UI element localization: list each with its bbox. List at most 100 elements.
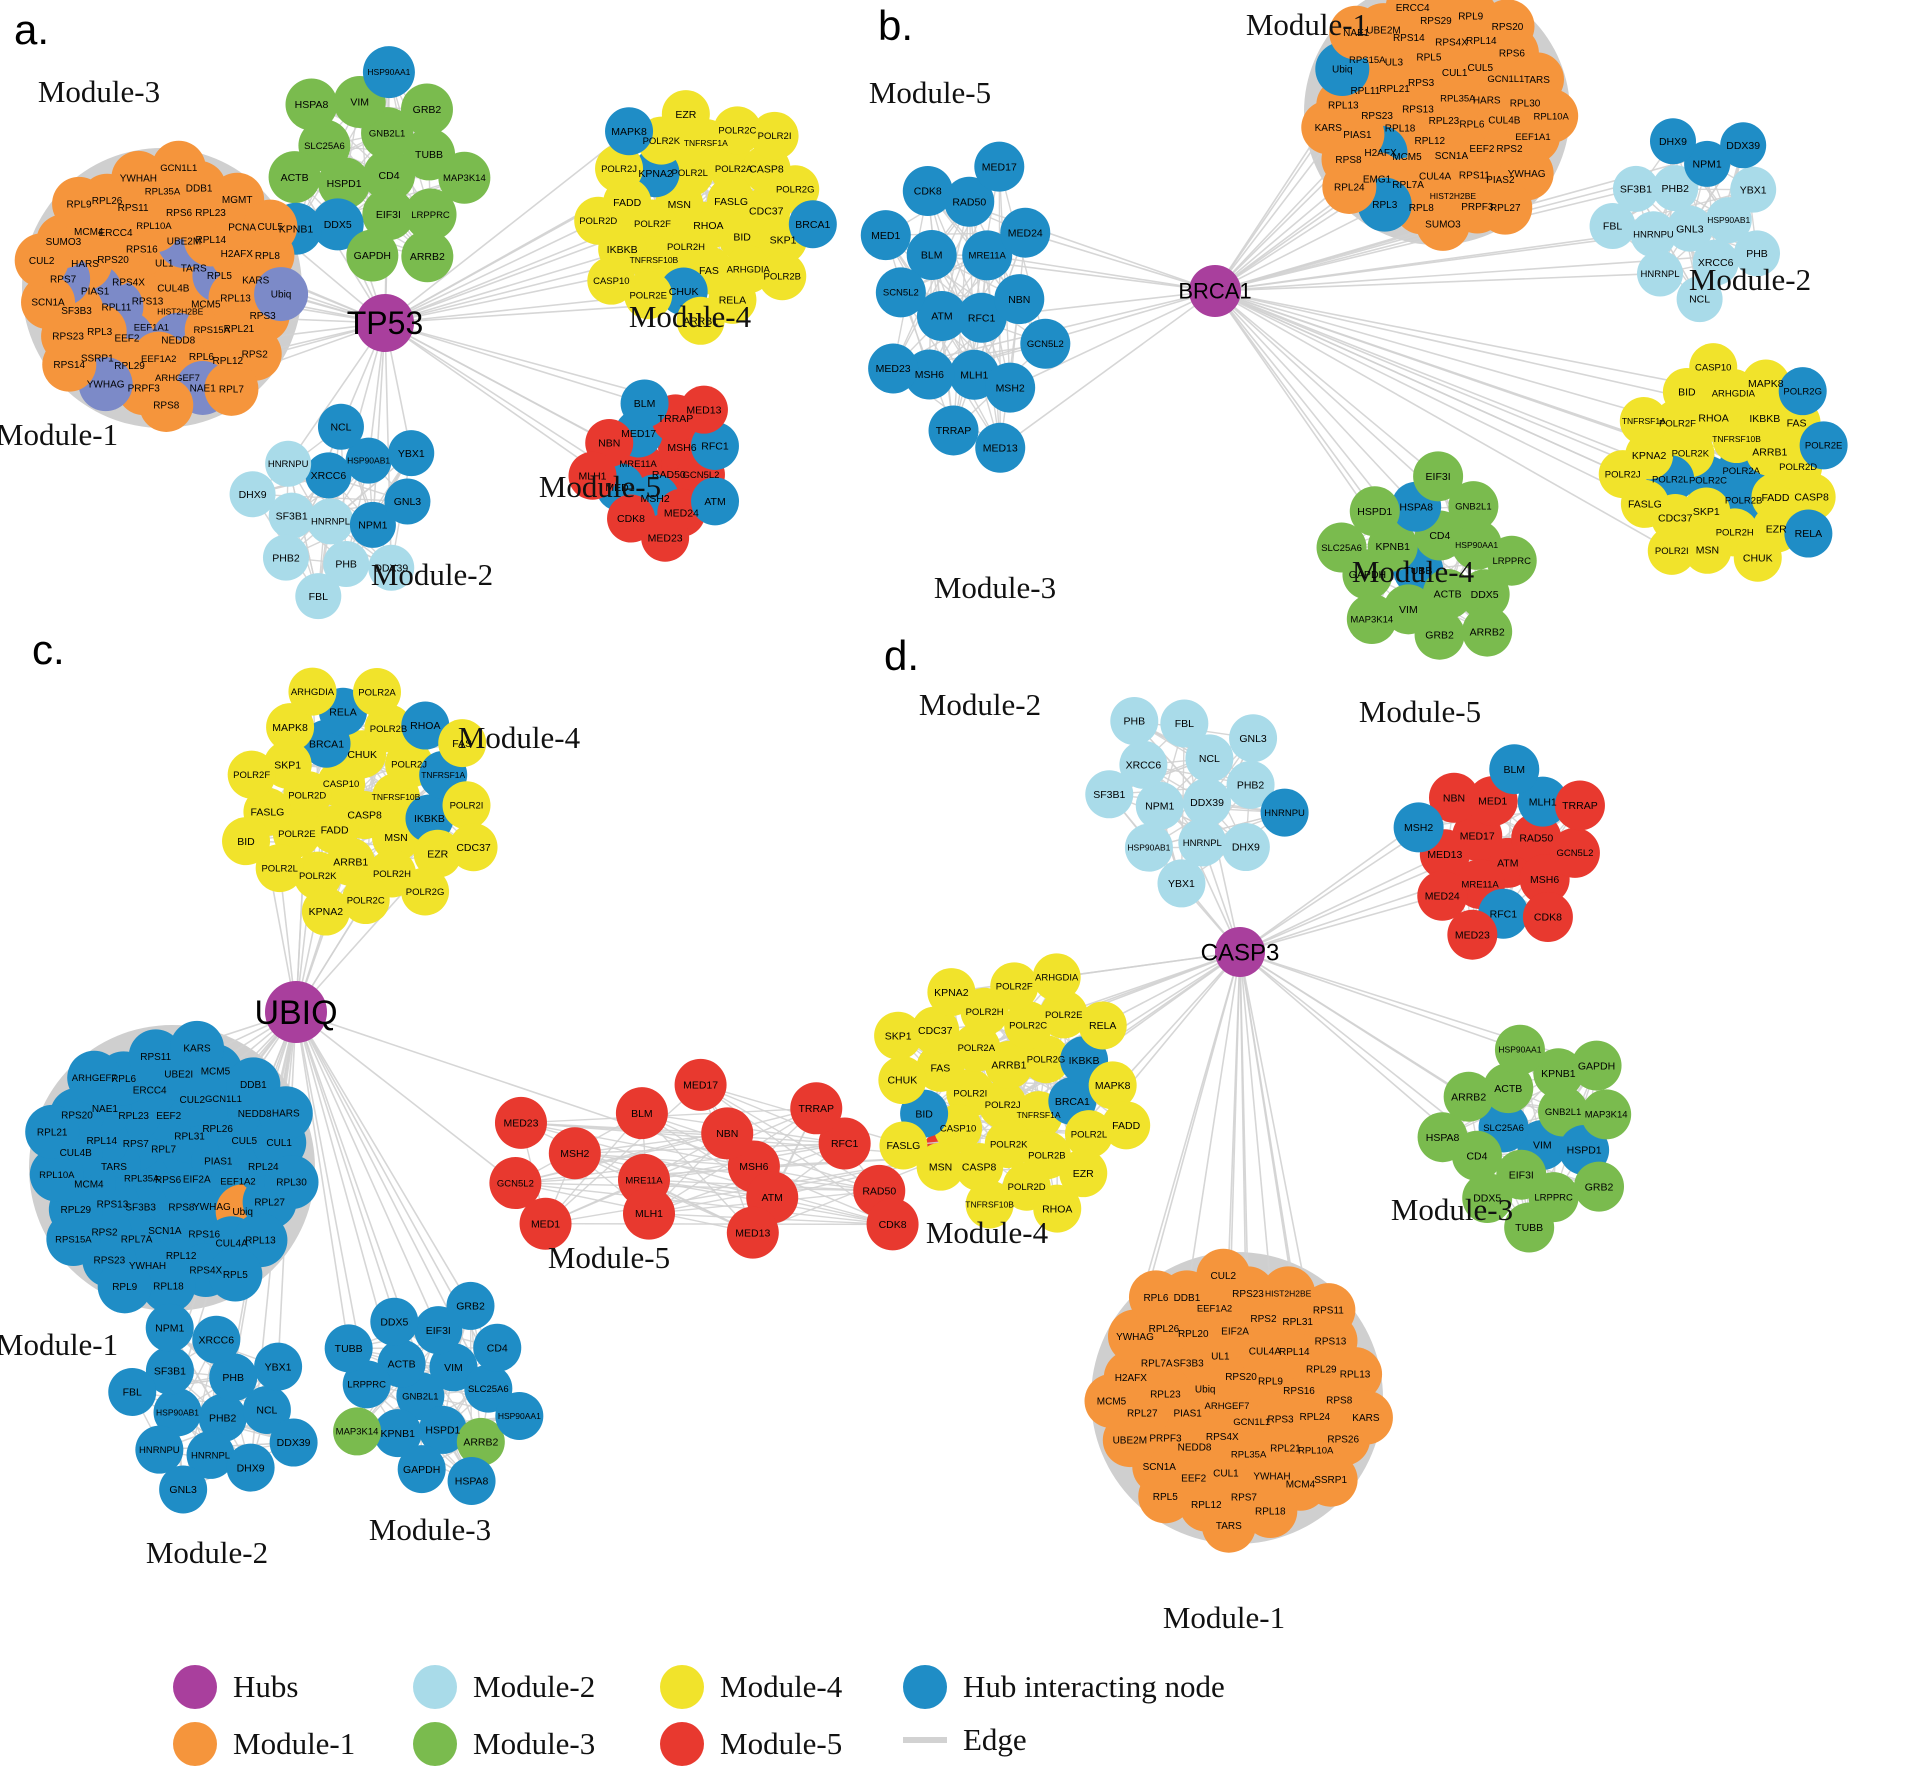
- node-POLR2G[interactable]: [1778, 367, 1827, 416]
- node-RPL18[interactable]: [141, 1258, 196, 1313]
- node-LRPPRC[interactable]: [342, 1360, 391, 1409]
- node-FAS[interactable]: [438, 719, 487, 768]
- node-EZR[interactable]: [661, 90, 710, 139]
- node-ACTB[interactable]: [268, 151, 321, 204]
- node-GCN1L1[interactable]: [151, 140, 206, 195]
- node-VIM[interactable]: [429, 1343, 478, 1392]
- node-Ubiq[interactable]: [254, 267, 309, 322]
- node-PHB2[interactable]: [262, 534, 309, 581]
- node-MSN[interactable]: [1683, 525, 1732, 574]
- node-MSH2[interactable]: [548, 1127, 601, 1180]
- hub-node-BRCA1[interactable]: [1189, 265, 1241, 317]
- node-POLR2L[interactable]: [255, 844, 304, 893]
- node-GCN5L2[interactable]: [1020, 318, 1071, 369]
- node-HNRNPU[interactable]: [265, 440, 312, 487]
- node-TUBB[interactable]: [324, 1324, 373, 1373]
- node-GCN5L2[interactable]: [1549, 827, 1600, 878]
- node-MAP3K14[interactable]: [333, 1407, 382, 1456]
- hub-node-UBIQ[interactable]: [265, 981, 327, 1043]
- node-HSP90AA1[interactable]: [362, 46, 415, 99]
- node-YBX1[interactable]: [1157, 859, 1206, 908]
- node-GCN5L2[interactable]: [489, 1157, 542, 1210]
- node-RFC1[interactable]: [818, 1117, 871, 1170]
- node-PHB[interactable]: [323, 540, 370, 587]
- node-GRB2[interactable]: [446, 1281, 495, 1330]
- node-MRE11A[interactable]: [962, 230, 1013, 281]
- node-CDC37[interactable]: [911, 1006, 960, 1055]
- node-PHB[interactable]: [209, 1353, 258, 1402]
- node-HSPA8[interactable]: [447, 1457, 496, 1506]
- node-MSN[interactable]: [916, 1142, 965, 1191]
- node-RAD50[interactable]: [944, 176, 995, 227]
- node-POLR2B[interactable]: [758, 252, 807, 301]
- node-RPL30[interactable]: [264, 1155, 319, 1210]
- node-GNL3[interactable]: [1229, 714, 1278, 763]
- node-XRCC6[interactable]: [1692, 239, 1739, 286]
- node-RPS11[interactable]: [1301, 1283, 1356, 1338]
- node-MAP3K14[interactable]: [1346, 593, 1397, 644]
- node-SUMO3[interactable]: [1415, 196, 1470, 251]
- node-MLH1[interactable]: [568, 451, 617, 500]
- node-GRB2[interactable]: [400, 83, 453, 136]
- node-MAPK8[interactable]: [605, 107, 654, 156]
- node-NCL[interactable]: [317, 403, 364, 450]
- node-HNRNPU[interactable]: [135, 1425, 184, 1474]
- node-POLR2J[interactable]: [1598, 450, 1647, 499]
- node-NPM1[interactable]: [349, 501, 396, 548]
- node-MED23[interactable]: [494, 1096, 547, 1149]
- node-RPL10A[interactable]: [29, 1147, 84, 1202]
- node-CDC37[interactable]: [449, 823, 498, 872]
- node-DHX9[interactable]: [226, 1443, 275, 1492]
- node-DDX5[interactable]: [370, 1297, 419, 1346]
- node-HSPD1[interactable]: [418, 1405, 467, 1454]
- node-ACTB[interactable]: [377, 1339, 426, 1388]
- node-RPS8[interactable]: [139, 377, 194, 432]
- node-TNFRSF10B[interactable]: [965, 1180, 1014, 1229]
- node-POLR2A[interactable]: [352, 668, 401, 717]
- node-XRCC6[interactable]: [305, 452, 352, 499]
- node-POLR2E[interactable]: [1039, 990, 1088, 1039]
- node-YBX1[interactable]: [388, 430, 435, 477]
- hub-node-CASP3[interactable]: [1215, 927, 1265, 977]
- node-CD4[interactable]: [363, 149, 416, 202]
- node-POLR2C[interactable]: [341, 876, 390, 925]
- node-SKP1[interactable]: [263, 740, 312, 789]
- node-TRRAP[interactable]: [790, 1082, 843, 1135]
- node-RPL9[interactable]: [52, 176, 107, 231]
- node-SF3B1[interactable]: [1612, 165, 1659, 212]
- node-SCN1A[interactable]: [21, 275, 76, 330]
- node-ARHGDIA[interactable]: [1032, 953, 1081, 1002]
- node-NBN[interactable]: [994, 274, 1045, 325]
- node-CUL2[interactable]: [14, 233, 69, 288]
- node-ATM[interactable]: [691, 477, 740, 526]
- node-RELA[interactable]: [1784, 509, 1833, 558]
- node-RPS15A[interactable]: [46, 1212, 101, 1267]
- node-MED1[interactable]: [860, 210, 911, 261]
- node-POLR2I[interactable]: [442, 781, 491, 830]
- node-MLH1[interactable]: [1517, 776, 1568, 827]
- node-RPL5[interactable]: [208, 1247, 263, 1302]
- node-HNRNPL[interactable]: [1637, 250, 1684, 297]
- node-HSP90AA1[interactable]: [1494, 1024, 1545, 1075]
- node-POLR2E[interactable]: [624, 271, 673, 320]
- node-FASLG[interactable]: [879, 1121, 928, 1170]
- node-POLR2I[interactable]: [1647, 526, 1696, 575]
- node-HSPA8[interactable]: [1417, 1112, 1468, 1163]
- node-HNRNPU[interactable]: [1260, 788, 1309, 837]
- node-HSP90AB1[interactable]: [345, 437, 392, 484]
- node-POLR2B[interactable]: [364, 704, 413, 753]
- node-ARRB2[interactable]: [456, 1417, 505, 1466]
- node-PHB2[interactable]: [1226, 760, 1275, 809]
- node-MAP3K14[interactable]: [1581, 1089, 1632, 1140]
- node-FBL[interactable]: [1589, 203, 1636, 250]
- node-POLR2F[interactable]: [990, 962, 1039, 1011]
- node-MED1[interactable]: [519, 1197, 572, 1250]
- node-TRRAP[interactable]: [1554, 780, 1605, 831]
- node-POLR2J[interactable]: [595, 144, 644, 193]
- node-ERCC4[interactable]: [1385, 0, 1440, 35]
- node-GAPDH[interactable]: [346, 229, 399, 282]
- node-MAP3K14[interactable]: [438, 151, 491, 204]
- node-PHB[interactable]: [1110, 697, 1159, 746]
- node-DDX39[interactable]: [269, 1418, 318, 1467]
- node-MED17[interactable]: [674, 1058, 727, 1111]
